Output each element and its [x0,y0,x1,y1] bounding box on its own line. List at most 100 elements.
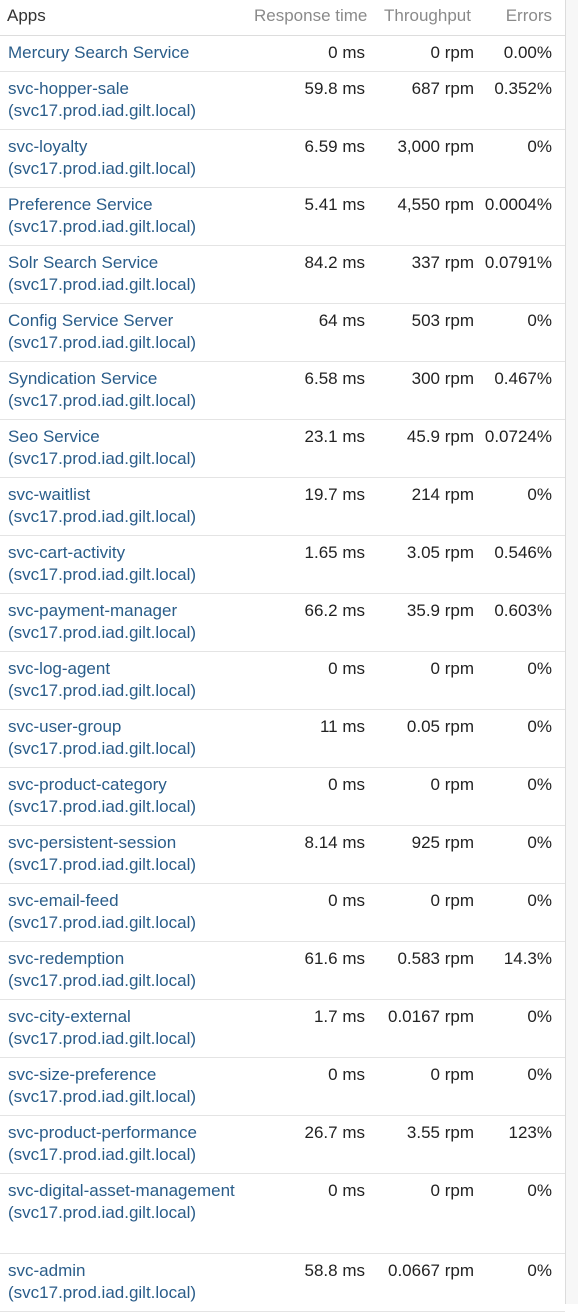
column-header-errors[interactable]: Errors [505,6,552,25]
response-time-value: 61.6 ms [304,949,365,968]
table-row[interactable]: svc-payment-manager (svc17.prod.iad.gilt… [0,594,565,652]
throughput-value: 45.9 rpm [406,427,474,446]
throughput-value: 0 rpm [430,659,474,678]
response-time-value: 0 ms [328,891,365,910]
table-row[interactable]: svc-email-feed (svc17.prod.iad.gilt.loca… [0,884,565,942]
table-row[interactable]: svc-size-preference (svc17.prod.iad.gilt… [0,1058,565,1116]
table-header: Apps Response time Throughput Errors [0,0,565,36]
app-link[interactable]: svc-email-feed (svc17.prod.iad.gilt.loca… [8,891,197,932]
response-time-value: 19.7 ms [304,485,365,504]
response-time-value: 0 ms [328,659,365,678]
app-link[interactable]: svc-log-agent (svc17.prod.iad.gilt.local… [8,659,197,700]
throughput-value: 3.05 rpm [406,543,474,562]
error-rate-value: 0% [527,137,552,156]
app-link[interactable]: Syndication Service (svc17.prod.iad.gilt… [8,369,197,410]
error-rate-value: 0% [527,1007,552,1026]
throughput-value: 35.9 rpm [406,601,474,620]
error-rate-value: 0.467% [494,369,552,388]
response-time-value: 58.8 ms [304,1261,365,1280]
table-row[interactable]: svc-digital-asset-management (svc17.prod… [0,1174,565,1254]
table-row[interactable]: svc-log-agent (svc17.prod.iad.gilt.local… [0,652,565,710]
throughput-value: 300 rpm [411,369,474,388]
response-time-value: 26.7 ms [304,1123,365,1142]
response-time-value: 1.65 ms [304,543,365,562]
error-rate-value: 0% [527,1065,552,1084]
error-rate-value: 0% [527,659,552,678]
app-link[interactable]: svc-city-external (svc17.prod.iad.gilt.l… [8,1007,197,1048]
table-row[interactable]: Config Service Server (svc17.prod.iad.gi… [0,304,565,362]
app-link[interactable]: svc-cart-activity (svc17.prod.iad.gilt.l… [8,543,197,584]
error-rate-value: 0% [527,833,552,852]
response-time-value: 5.41 ms [304,195,365,214]
table-row[interactable]: Mercury Search Service 0 ms 0 rpm 0.00% [0,36,565,72]
throughput-value: 0 rpm [430,1181,474,1200]
error-rate-value: 0.00% [503,43,552,62]
table-row[interactable]: svc-city-external (svc17.prod.iad.gilt.l… [0,1000,565,1058]
response-time-value: 64 ms [318,311,365,330]
app-link[interactable]: svc-redemption (svc17.prod.iad.gilt.loca… [8,949,197,990]
app-link[interactable]: Solr Search Service (svc17.prod.iad.gilt… [8,253,197,294]
error-rate-value: 0.0791% [484,253,552,272]
throughput-value: 0.0667 rpm [388,1261,474,1280]
app-link[interactable]: Seo Service (svc17.prod.iad.gilt.local) [8,427,197,468]
throughput-value: 925 rpm [411,833,474,852]
table-row[interactable]: svc-redemption (svc17.prod.iad.gilt.loca… [0,942,565,1000]
app-link[interactable]: svc-persistent-session (svc17.prod.iad.g… [8,833,197,874]
app-link[interactable]: svc-size-preference (svc17.prod.iad.gilt… [8,1065,197,1106]
throughput-value: 3.55 rpm [406,1123,474,1142]
error-rate-value: 0.0724% [484,427,552,446]
scrollbar-track[interactable] [566,0,578,1304]
throughput-value: 4,550 rpm [397,195,474,214]
table-row[interactable]: svc-admin (svc17.prod.iad.gilt.local) 58… [0,1254,565,1312]
app-link[interactable]: svc-hopper-sale (svc17.prod.iad.gilt.loc… [8,79,197,120]
app-link[interactable]: svc-digital-asset-management (svc17.prod… [8,1181,235,1222]
app-link[interactable]: svc-admin (svc17.prod.iad.gilt.local) [8,1261,197,1302]
table-row[interactable]: svc-product-category (svc17.prod.iad.gil… [0,768,565,826]
error-rate-value: 0% [527,485,552,504]
table-row[interactable]: Seo Service (svc17.prod.iad.gilt.local) … [0,420,565,478]
response-time-value: 0 ms [328,775,365,794]
app-link[interactable]: svc-user-group (svc17.prod.iad.gilt.loca… [8,717,197,758]
table-row[interactable]: svc-loyalty (svc17.prod.iad.gilt.local) … [0,130,565,188]
app-link[interactable]: svc-product-performance (svc17.prod.iad.… [8,1123,197,1164]
response-time-value: 84.2 ms [304,253,365,272]
table-row[interactable]: Preference Service (svc17.prod.iad.gilt.… [0,188,565,246]
throughput-value: 0.05 rpm [406,717,474,736]
throughput-value: 0 rpm [430,43,474,62]
response-time-value: 1.7 ms [313,1007,365,1026]
error-rate-value: 0.603% [494,601,552,620]
response-time-value: 0 ms [328,43,365,62]
table-row[interactable]: svc-cart-activity (svc17.prod.iad.gilt.l… [0,536,565,594]
column-header-apps[interactable]: Apps [7,6,46,25]
app-link[interactable]: svc-waitlist (svc17.prod.iad.gilt.local) [8,485,197,526]
app-link[interactable]: Config Service Server (svc17.prod.iad.gi… [8,311,197,352]
app-link[interactable]: svc-loyalty (svc17.prod.iad.gilt.local) [8,137,197,178]
throughput-value: 214 rpm [411,485,474,504]
table-row[interactable]: svc-product-performance (svc17.prod.iad.… [0,1116,565,1174]
response-time-value: 6.59 ms [304,137,365,156]
table-row[interactable]: svc-user-group (svc17.prod.iad.gilt.loca… [0,710,565,768]
table-row[interactable]: svc-waitlist (svc17.prod.iad.gilt.local)… [0,478,565,536]
response-time-value: 6.58 ms [304,369,365,388]
response-time-value: 0 ms [328,1181,365,1200]
response-time-value: 0 ms [328,1065,365,1084]
throughput-value: 337 rpm [411,253,474,272]
error-rate-value: 0% [527,311,552,330]
table-row[interactable]: Solr Search Service (svc17.prod.iad.gilt… [0,246,565,304]
throughput-value: 687 rpm [411,79,474,98]
error-rate-value: 0.0004% [484,195,552,214]
app-link[interactable]: svc-payment-manager (svc17.prod.iad.gilt… [8,601,197,642]
column-header-throughput[interactable]: Throughput [384,6,471,25]
column-header-response-time[interactable]: Response time [254,6,368,25]
app-link[interactable]: Mercury Search Service [8,43,190,62]
error-rate-value: 0% [527,1181,552,1200]
table-row[interactable]: svc-persistent-session (svc17.prod.iad.g… [0,826,565,884]
throughput-value: 0.583 rpm [397,949,474,968]
error-rate-value: 0% [527,891,552,910]
throughput-value: 503 rpm [411,311,474,330]
throughput-value: 3,000 rpm [397,137,474,156]
app-link[interactable]: svc-product-category (svc17.prod.iad.gil… [8,775,197,816]
table-row[interactable]: svc-hopper-sale (svc17.prod.iad.gilt.loc… [0,72,565,130]
app-link[interactable]: Preference Service (svc17.prod.iad.gilt.… [8,195,197,236]
table-row[interactable]: Syndication Service (svc17.prod.iad.gilt… [0,362,565,420]
